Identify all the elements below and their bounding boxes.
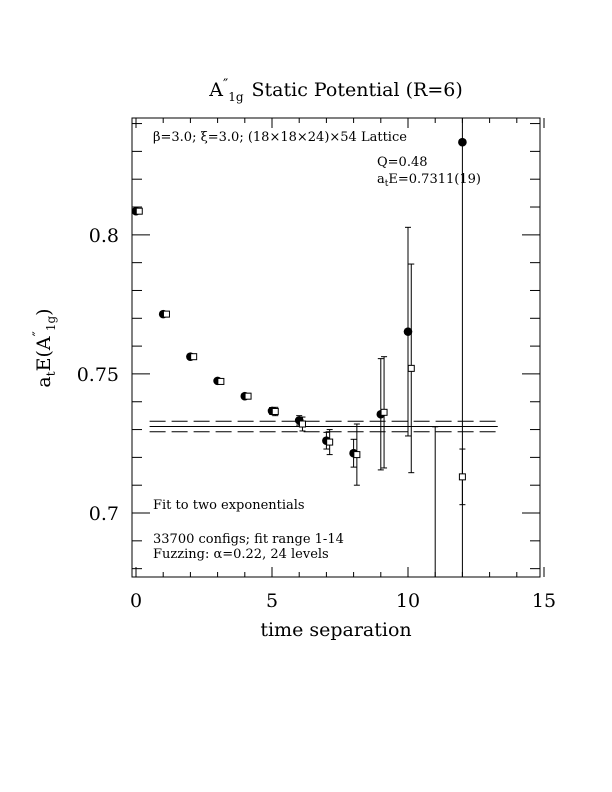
data-point-square [244,392,252,400]
y-tick-label: 0.7 [89,503,119,525]
fit-a: a [377,172,385,187]
y-label-subscript: 1g [44,316,58,332]
fit-energy-label: atE=0.7311(19) [377,172,481,189]
y-label-a: a [33,376,55,387]
x-tick-label: 10 [396,590,420,612]
fit-t: t [385,179,389,189]
x-tick-label: 5 [266,590,278,612]
title-prime: ″ [223,77,228,93]
title-rest: Static Potential (R=6) [252,79,463,101]
x-axis-label: time separation [260,619,411,641]
data-point-square [217,377,225,385]
data-point-square [380,408,388,416]
data-point-square [432,599,438,605]
y-label-close: ) [33,308,55,315]
x-tick-label: 0 [130,590,142,612]
y-tick-label: 0.75 [77,364,119,386]
data-point-square [326,438,334,446]
x-tick-label: 15 [532,590,556,612]
data-point-square [353,451,361,459]
fit-rest: E=0.7311(19) [388,172,481,187]
data-point-square [190,353,198,361]
fuzzing-note: Fuzzing: α=0.22, 24 levels [153,547,329,562]
data-point-square [458,473,466,481]
data-point-square [407,364,415,372]
y-axis-label: atE(A″1g) [31,308,58,387]
data-point-square [271,407,279,415]
fit-note: Fit to two exponentials [153,498,305,513]
y-label-prime: ″ [31,331,47,336]
data-markers [132,137,467,605]
plot-frame [131,117,541,578]
data-point-circle [403,327,413,336]
fit-band [149,420,498,433]
x-tick-labels: 0 5 10 15 [130,590,556,612]
error-bars [133,118,466,577]
data-point-circle [458,137,467,147]
q-label: Q=0.48 [377,155,428,170]
y-tick-labels: 0.7 0.75 0.8 [77,225,119,525]
title-main: A [208,79,223,101]
y-tick-label: 0.8 [89,225,119,247]
data-point-square [298,420,306,428]
lattice-header: β=3.0; ξ=3.0; (18×18×24)×54 Lattice [153,130,407,145]
y-label-e: E(A [33,336,55,371]
title-subscript: 1g [228,90,244,104]
data-point-square [135,207,143,215]
chart-title: A″1g Static Potential (R=6) [208,77,463,104]
data-point-square [162,310,170,318]
y-label-t: t [44,371,58,376]
configs-note: 33700 configs; fit range 1-14 [153,532,344,547]
